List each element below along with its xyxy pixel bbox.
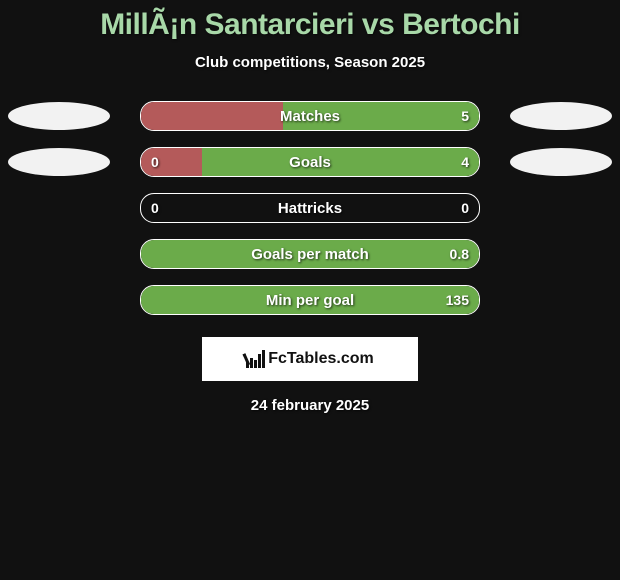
logo-box: FcTables.com (202, 337, 418, 381)
bar-label: Goals (141, 148, 479, 176)
ellipse-spacer (8, 194, 110, 222)
stat-bar: 04Goals (140, 147, 480, 177)
right-ellipse (510, 102, 612, 130)
comparison-infographic: MillÃ¡n Santarcieri vs Bertochi Club com… (0, 0, 620, 414)
date-label: 24 february 2025 (0, 397, 620, 414)
bar-label: Goals per match (141, 240, 479, 268)
bar-label: Hattricks (141, 194, 479, 222)
logo-text: FcTables.com (268, 350, 374, 368)
ellipse-spacer (510, 286, 612, 314)
ellipse-spacer (510, 240, 612, 268)
bar-label: Matches (141, 102, 479, 130)
stat-row: 00Hattricks (0, 193, 620, 223)
stat-bar: 0.8Goals per match (140, 239, 480, 269)
page-subtitle: Club competitions, Season 2025 (0, 54, 620, 71)
ellipse-spacer (510, 194, 612, 222)
stat-row: 5Matches (0, 101, 620, 131)
stat-row: 0.8Goals per match (0, 239, 620, 269)
stat-bar: 135Min per goal (140, 285, 480, 315)
left-ellipse (8, 148, 110, 176)
stat-bar: 00Hattricks (140, 193, 480, 223)
right-ellipse (510, 148, 612, 176)
stat-rows: 5Matches 04Goals 00Hattricks 0.8Goals per m… (0, 101, 620, 315)
stat-bar: 5Matches (140, 101, 480, 131)
stat-row: 135Min per goal (0, 285, 620, 315)
logo-inner: FcTables.com (203, 338, 417, 380)
ellipse-spacer (8, 240, 110, 268)
ellipse-spacer (8, 286, 110, 314)
left-ellipse (8, 102, 110, 130)
bar-label: Min per goal (141, 286, 479, 314)
barchart-icon (246, 350, 265, 368)
page-title: MillÃ¡n Santarcieri vs Bertochi (0, 8, 620, 42)
stat-row: 04Goals (0, 147, 620, 177)
